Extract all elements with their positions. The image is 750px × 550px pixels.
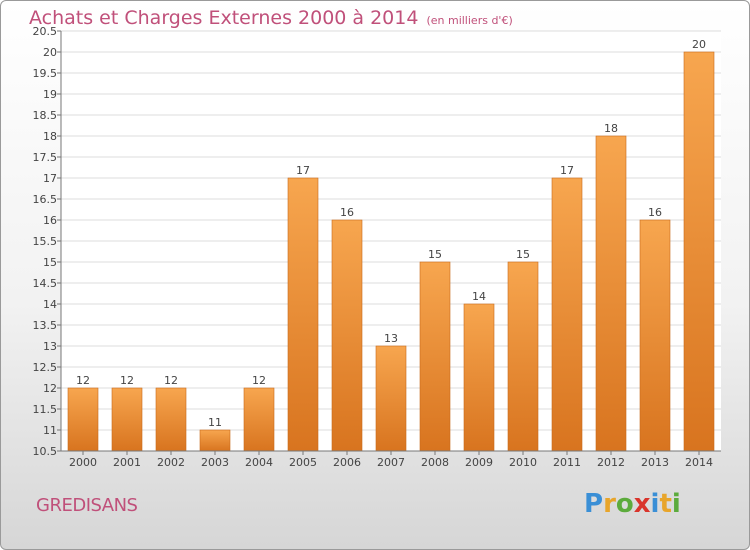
brand-logo: Proxiti: [584, 489, 681, 519]
value-label: 12: [164, 374, 178, 387]
value-label: 11: [208, 416, 222, 429]
y-tick-label: 17: [43, 172, 57, 185]
bar-2001: [111, 387, 143, 452]
x-tick-label: 2005: [289, 456, 317, 469]
x-tick-label: 2014: [685, 456, 713, 469]
y-tick-label: 13.5: [33, 319, 58, 332]
bar-2006: [331, 219, 363, 452]
y-tick-label: 13: [43, 340, 57, 353]
x-tick-label: 2007: [377, 456, 405, 469]
brand-letter: i: [671, 489, 681, 519]
value-labels: 12 12 12 11 12 17 16 13 15 14 15 17 18 16 20: [76, 38, 706, 429]
x-tick-label: 2011: [553, 456, 581, 469]
brand-letter: o: [615, 489, 634, 519]
y-tick-label: 10.5: [33, 445, 58, 458]
brand-letter: P: [584, 489, 604, 519]
bar-2010: [507, 261, 539, 452]
x-tick-label: 2004: [245, 456, 273, 469]
x-tick-label: 2006: [333, 456, 361, 469]
bar-2003: [199, 429, 231, 452]
bar-2007: [375, 345, 407, 452]
x-tick-label: 2001: [113, 456, 141, 469]
x-tick-label: 2003: [201, 456, 229, 469]
x-tick-labels: 2000 2001 2002 2003 2004 2005 2006 2007 2008 2009…: [69, 456, 713, 469]
brand-letter: x: [633, 489, 651, 519]
bar-2005: [287, 177, 319, 452]
y-tick-label: 16.5: [33, 193, 58, 206]
y-tick-label: 15.5: [33, 235, 58, 248]
value-label: 12: [76, 374, 90, 387]
x-tick-label: 2010: [509, 456, 537, 469]
bar-2008: [419, 261, 451, 452]
bar-2012: [595, 135, 627, 452]
value-label: 15: [428, 248, 442, 261]
y-tick-label: 17.5: [33, 151, 58, 164]
value-label: 16: [648, 206, 662, 219]
value-label: 15: [516, 248, 530, 261]
bar-2004: [243, 387, 275, 452]
value-label: 12: [120, 374, 134, 387]
y-tick-labels: 10.5 11 11.5 12 12.5 13 13.5 14 14.5 15 15.5 16 16.5…: [33, 25, 58, 458]
y-tick-label: 19: [43, 88, 57, 101]
bar-2000: [67, 387, 99, 452]
y-tick-label: 18.5: [33, 109, 58, 122]
y-tick-label: 19.5: [33, 67, 58, 80]
value-label: 18: [604, 122, 618, 135]
bar-2013: [639, 219, 671, 452]
bar-2011: [551, 177, 583, 452]
value-label: 12: [252, 374, 266, 387]
x-tick-label: 2012: [597, 456, 625, 469]
y-tick-label: 14.5: [33, 277, 58, 290]
y-tick-label: 20.5: [33, 25, 58, 38]
brand-letter: r: [603, 489, 616, 519]
y-tick-label: 20: [43, 46, 57, 59]
y-tick-label: 14: [43, 298, 57, 311]
value-label: 16: [340, 206, 354, 219]
axes: [60, 31, 721, 452]
y-tick-label: 16: [43, 214, 57, 227]
bar-2002: [155, 387, 187, 452]
y-tick-label: 11.5: [33, 403, 58, 416]
y-tick-label: 15: [43, 256, 57, 269]
value-label: 13: [384, 332, 398, 345]
bar-2009: [463, 303, 495, 452]
value-label: 17: [296, 164, 310, 177]
value-label: 14: [472, 290, 486, 303]
brand-letter: t: [659, 489, 672, 519]
y-tick-label: 12: [43, 382, 57, 395]
bars: [67, 51, 715, 455]
place-name: GREDISANS: [36, 495, 138, 516]
x-tick-label: 2002: [157, 456, 185, 469]
value-label: 20: [692, 38, 706, 51]
y-tick-label: 12.5: [33, 361, 58, 374]
x-tick-label: 2008: [421, 456, 449, 469]
x-tick-label: 2013: [641, 456, 669, 469]
chart-title: Achats et Charges Externes 2000 à 2014: [29, 7, 419, 29]
chart-unit: (en milliers d'€): [426, 14, 513, 27]
y-tick-label: 11: [43, 424, 57, 437]
x-tick-label: 2000: [69, 456, 97, 469]
bar-2014: [683, 51, 715, 452]
title-row: Achats et Charges Externes 2000 à 2014 (e…: [29, 7, 513, 29]
y-tick-label: 18: [43, 130, 57, 143]
x-tick-label: 2009: [465, 456, 493, 469]
value-label: 17: [560, 164, 574, 177]
brand-letter: i: [650, 489, 660, 519]
